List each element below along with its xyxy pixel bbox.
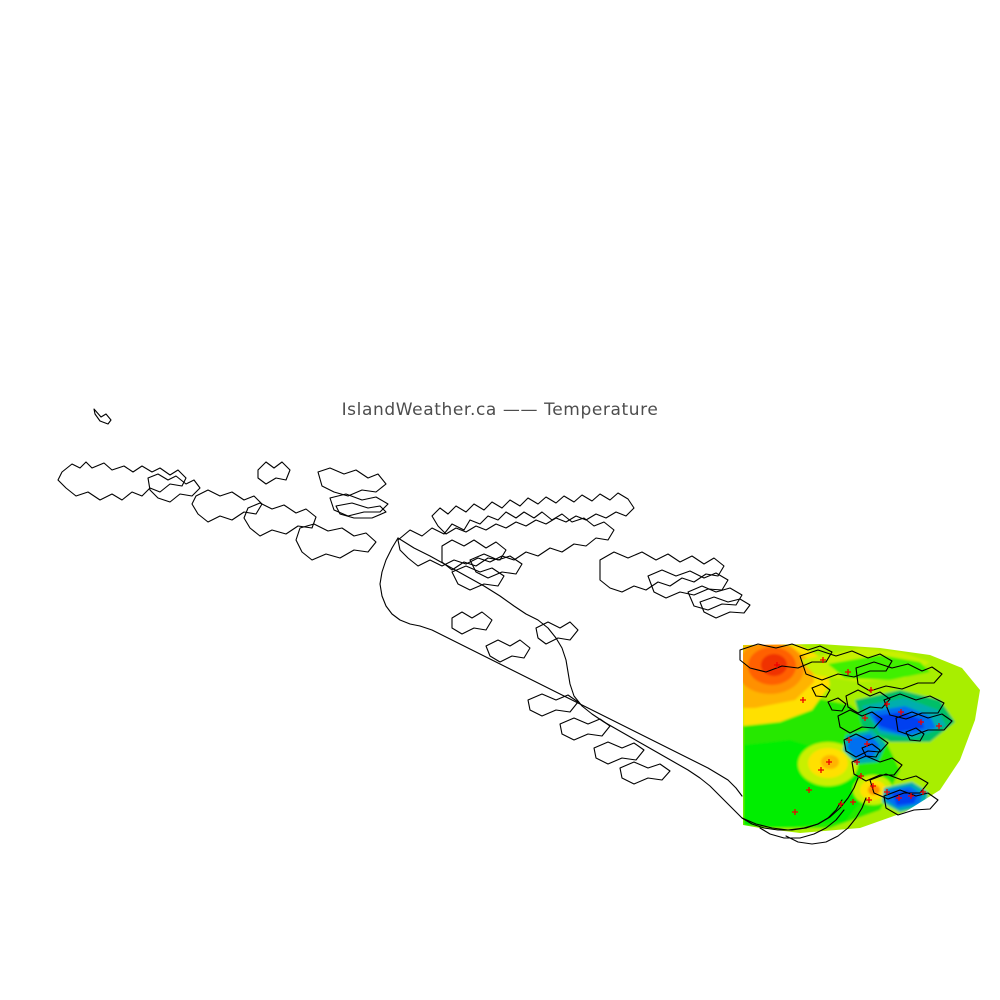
map-svg[interactable]	[0, 0, 1000, 880]
map-panel[interactable]: IslandWeather.ca —— Temperature	[0, 0, 1000, 880]
station-marker-layer	[774, 657, 942, 815]
coastline-layer	[57, 408, 953, 845]
colorbar-panel: 12 15 18 21 °C 2026/04/20 21:10	[0, 880, 1000, 1000]
